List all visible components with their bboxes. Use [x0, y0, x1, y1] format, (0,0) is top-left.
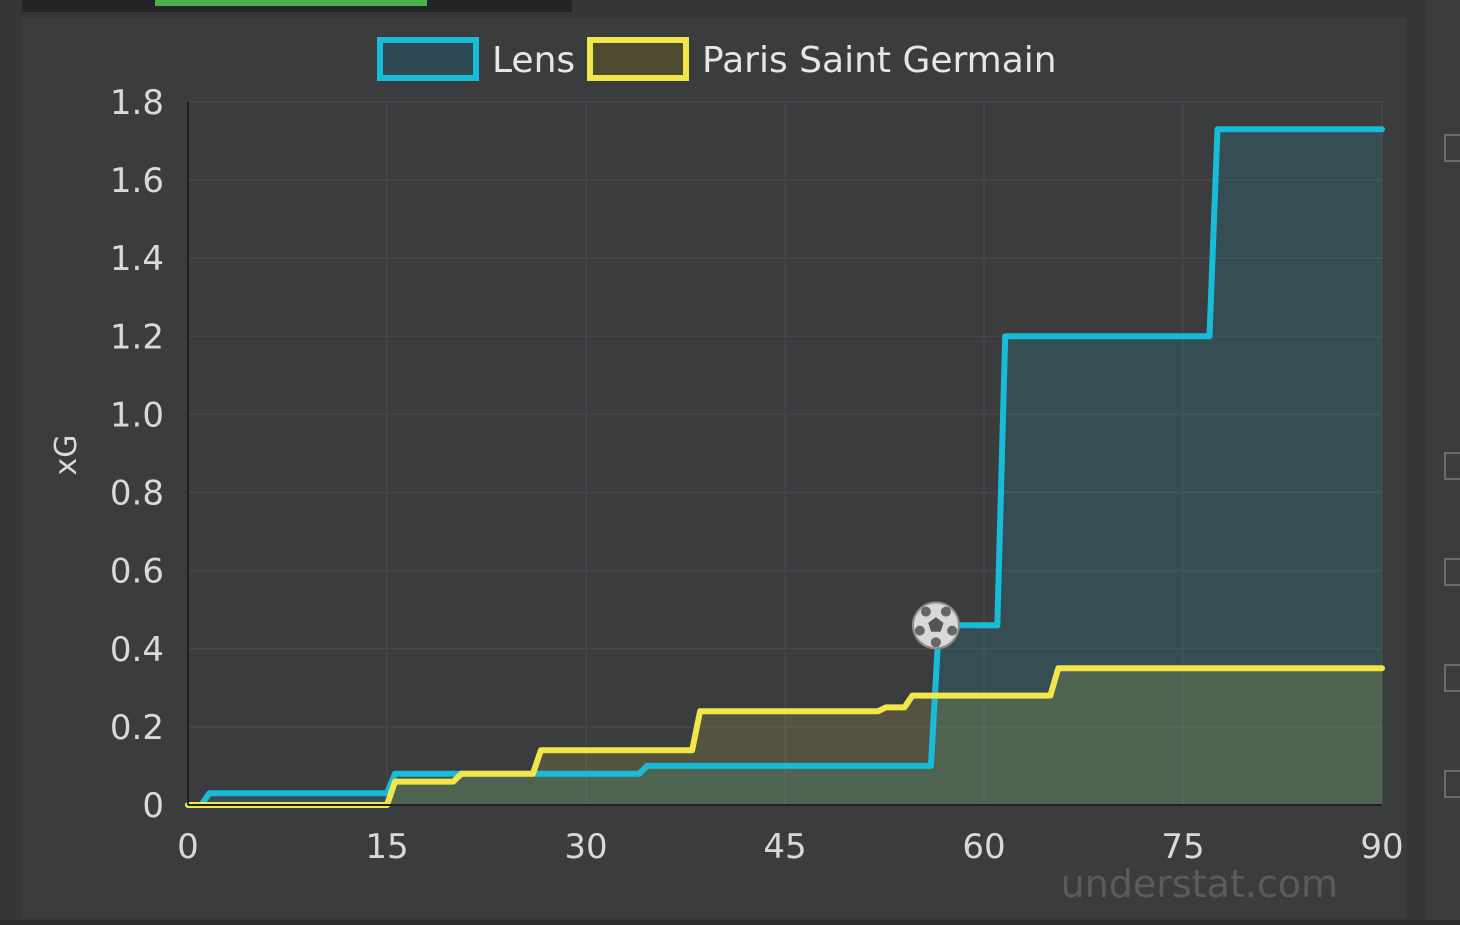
watermark: understat.com — [1061, 862, 1338, 906]
side-checkbox-3[interactable] — [1444, 558, 1460, 586]
y-tick-8: 1.6 — [110, 161, 164, 201]
x-tick-5: 75 — [1161, 827, 1204, 867]
series-areas — [188, 129, 1382, 806]
y-tick-5: 1.0 — [110, 395, 164, 435]
legend-swatch-lens[interactable] — [377, 37, 479, 81]
axes — [187, 102, 1382, 806]
y-tick-1: 0.2 — [110, 708, 164, 748]
y-tick-6: 1.2 — [110, 317, 164, 357]
goal-ball-patch-0 — [940, 606, 951, 617]
side-checkbox-1[interactable] — [1444, 134, 1460, 162]
series-lines — [185, 126, 1385, 808]
goal-ball-patch-2 — [930, 637, 941, 648]
side-checkbox-2[interactable] — [1444, 452, 1460, 480]
x-tick-4: 60 — [962, 827, 1005, 867]
side-checkbox-5[interactable] — [1444, 770, 1460, 798]
y-tick-labels: 0 0.2 0.4 0.6 0.8 1.0 1.2 1.4 1.6 1.8 — [110, 83, 164, 826]
y-tick-0: 0 — [142, 786, 164, 826]
line-lens — [185, 126, 1385, 808]
legend-label-lens[interactable]: Lens — [492, 40, 575, 81]
top-progress-bar — [22, 0, 572, 12]
goal-ball-patch-1 — [947, 625, 958, 636]
area-lens — [188, 129, 1382, 806]
x-tick-0: 0 — [177, 827, 199, 867]
goal-ball-patch-4 — [920, 606, 931, 617]
x-tick-3: 45 — [763, 827, 806, 867]
top-progress-fill — [155, 0, 427, 6]
y-tick-7: 1.4 — [110, 239, 164, 279]
y-tick-4: 0.8 — [110, 474, 164, 514]
x-tick-labels: 0 15 30 45 60 75 90 — [177, 827, 1403, 867]
goal-marker[interactable] — [911, 601, 960, 650]
x-tick-1: 15 — [365, 827, 408, 867]
goal-ball-center-patch — [928, 617, 944, 632]
line-psg — [185, 665, 1385, 808]
x-tick-2: 30 — [564, 827, 607, 867]
y-tick-3: 0.6 — [110, 552, 164, 592]
y-axis-label: xG — [49, 434, 84, 475]
legend-label-psg[interactable]: Paris Saint Germain — [702, 40, 1057, 81]
goal-ball-patch-3 — [914, 625, 925, 636]
legend-swatch-psg[interactable] — [587, 37, 689, 81]
y-tick-2: 0.4 — [110, 630, 164, 670]
y-tick-9: 1.8 — [110, 83, 164, 123]
area-psg — [188, 668, 1382, 805]
x-tick-6: 90 — [1360, 827, 1403, 867]
legend: Lens Paris Saint Germain — [377, 37, 1057, 81]
bottom-strip — [0, 920, 1460, 925]
side-checkbox-4[interactable] — [1444, 664, 1460, 692]
